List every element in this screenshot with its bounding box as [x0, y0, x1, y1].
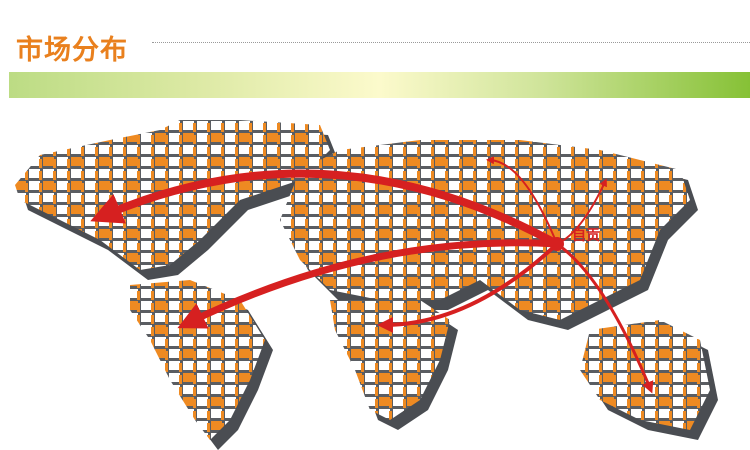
title-divider	[152, 42, 750, 43]
south-america-continent	[130, 280, 265, 440]
section-title: 市场分布	[16, 35, 128, 66]
africa-continent	[330, 300, 450, 420]
distribution-arrow	[486, 156, 558, 245]
distribution-arrow	[90, 169, 559, 248]
origin-marker	[550, 237, 564, 251]
distribution-arrow	[377, 242, 559, 333]
origin-city-label: 自贡	[572, 228, 600, 244]
distribution-arrow	[177, 239, 558, 329]
gradient-band	[9, 72, 750, 98]
distribution-arrow	[556, 242, 654, 394]
world-map	[15, 120, 718, 450]
